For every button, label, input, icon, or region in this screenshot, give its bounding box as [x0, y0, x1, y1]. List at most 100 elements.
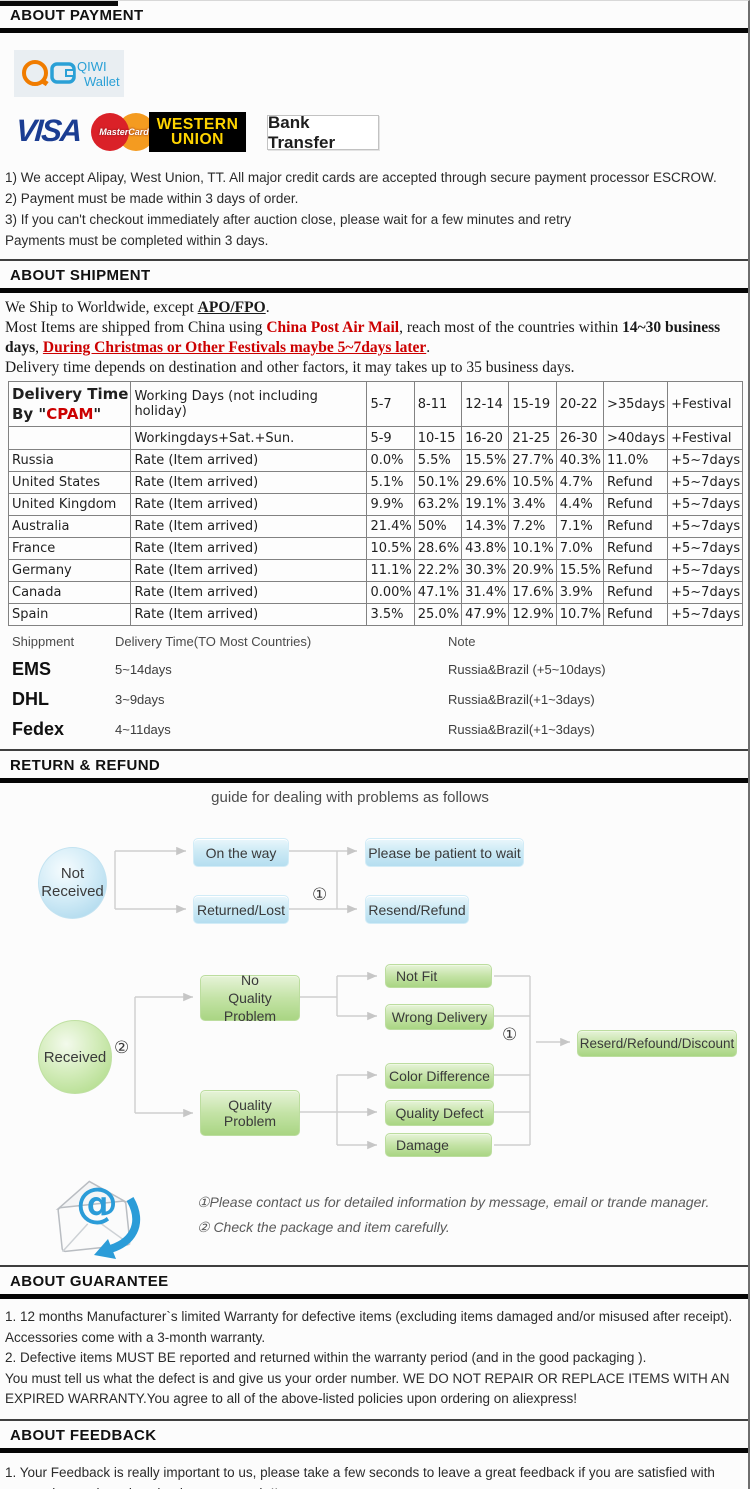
method-name: DHL: [12, 689, 49, 709]
cell: 17.6%: [508, 581, 557, 604]
payment-term-line: 3) If you can't checkout immediately aft…: [5, 212, 572, 227]
shipment-line-1: We Ship to Worldwide, except APO/FPO.: [5, 299, 270, 316]
cell: 5.1%: [366, 471, 415, 494]
method-row: EMS 5~14days Russia&Brazil (+5~10days): [12, 659, 748, 680]
col-header: +Festival: [667, 426, 744, 450]
col-header: >40days: [602, 426, 669, 450]
table-row: Australia Rate (Item arrived) 21.4% 50% …: [7, 515, 744, 538]
payment-term-line: Payments must be completed within 3 days…: [5, 233, 269, 248]
cell: Refund: [602, 603, 669, 626]
card-logos-row: VISA MasterCard WESTERN UNION Bank Trans…: [14, 111, 734, 155]
cell: 31.4%: [461, 581, 510, 604]
qiwi-text-1: QIWI: [77, 59, 107, 74]
shipment-line-3: days, During Christmas or Other Festival…: [5, 339, 431, 356]
method-note: Russia&Brazil(+1~3days): [448, 692, 595, 707]
node-resend-refund: Resend/Refund: [365, 895, 469, 924]
table-row: United States Rate (Item arrived) 5.1% 5…: [7, 471, 744, 494]
node-quality-problem: Quality Problem: [200, 1090, 300, 1136]
cell: +5~7days: [667, 515, 744, 538]
section-bar: [0, 778, 748, 783]
section-bar: [0, 288, 748, 293]
cell: 3.4%: [508, 493, 557, 516]
cell: 43.8%: [461, 537, 510, 560]
method-name: Fedex: [12, 719, 65, 739]
cell: 7.1%: [555, 515, 605, 538]
cell: 9.9%: [366, 493, 415, 516]
cell: 22.2%: [413, 559, 463, 582]
cell: Rate (Item arrived): [130, 603, 368, 626]
col-header: 21-25: [508, 426, 557, 450]
method-name: EMS: [12, 659, 52, 679]
cell: 7.2%: [508, 515, 557, 538]
circled-two: ②: [114, 1038, 130, 1057]
flowchart-connectors: [114, 846, 570, 1150]
section-bar: [0, 1447, 748, 1453]
cell: 3.9%: [555, 581, 605, 604]
qiwi-wallet-logo: QIWI Wallet: [14, 50, 124, 97]
node-resend-refound-discount: Reserd/Refound/Discount: [577, 1030, 737, 1057]
wu-line2: UNION: [171, 131, 224, 148]
cell: 15.5%: [555, 559, 605, 582]
cell: Refund: [602, 471, 669, 494]
cell: Rate (Item arrived): [130, 449, 368, 472]
col-header: +Festival: [667, 381, 744, 427]
cell: +5~7days: [667, 603, 744, 626]
note-2: ② Check the package and item carefully.: [197, 1219, 450, 1235]
cell: 15.5%: [461, 449, 510, 472]
return-refund-flowchart: guide for dealing with problems as follo…: [0, 783, 748, 1265]
node-quality-defect: Quality Defect: [385, 1100, 494, 1126]
cell: 27.7%: [508, 449, 557, 472]
section-title-guarantee: ABOUT GUARANTEE: [10, 1273, 169, 1290]
method-row: DHL 3~9days Russia&Brazil(+1~3days): [12, 689, 748, 710]
cell: +5~7days: [667, 449, 744, 472]
shipping-methods: Shippment Delivery Time(TO Most Countrie…: [0, 626, 748, 740]
cell: 40.3%: [555, 449, 605, 472]
col-header: 5-7: [366, 381, 415, 427]
cell: Refund: [602, 493, 669, 516]
flowchart-title: guide for dealing with problems as follo…: [211, 789, 489, 806]
bank-transfer-badge: Bank Transfer: [267, 113, 379, 152]
col-header: 8-11: [413, 381, 463, 427]
cell: 19.1%: [461, 493, 510, 516]
section-title-return: RETURN & REFUND: [10, 757, 161, 774]
delivery-time-table: Delivery Time By "CPAM" Working Days (no…: [7, 381, 744, 626]
wu-line1: WESTERN: [156, 116, 239, 133]
cell-country: United States: [7, 471, 132, 494]
cell: 14.3%: [461, 515, 510, 538]
cell: Refund: [602, 515, 669, 538]
cell: Refund: [602, 581, 669, 604]
circled-one-green: ①: [502, 1025, 518, 1044]
cell: +5~7days: [667, 493, 744, 516]
node-wrong-delivery: Wrong Delivery: [385, 1004, 494, 1030]
cell: 28.6%: [413, 537, 463, 560]
table-head-row-1: Delivery Time By "CPAM" Working Days (no…: [7, 381, 744, 427]
mastercard-logo: MasterCard: [91, 111, 157, 153]
cell: Rate (Item arrived): [130, 537, 368, 560]
feedback-text: 1. Your Feedback is really important to …: [0, 1453, 748, 1489]
cell: 7.0%: [555, 537, 605, 560]
section-header-guarantee: ABOUT GUARANTEE: [0, 1265, 748, 1299]
visa-logo: VISA: [14, 113, 82, 148]
methods-col-header: Delivery Time(TO Most Countries): [115, 634, 312, 649]
methods-header-row: Shippment Delivery Time(TO Most Countrie…: [12, 634, 748, 649]
section-header-shipment: ABOUT SHIPMENT: [0, 259, 748, 293]
qiwi-wallet-icon: QIWI Wallet: [22, 59, 120, 89]
cell-country: Germany: [7, 559, 132, 582]
col-header: 12-14: [461, 381, 510, 427]
cell: 63.2%: [413, 493, 463, 516]
col-header: Workingdays+Sat.+Sun.: [130, 426, 368, 450]
cell: 50.1%: [413, 471, 463, 494]
node-on-the-way: On the way: [193, 838, 289, 867]
cell: 47.9%: [461, 603, 510, 626]
payment-term-line: 2) Payment must be made within 3 days of…: [5, 191, 299, 206]
guarantee-line: 1. 12 months Manufacturer`s limited Warr…: [5, 1309, 733, 1324]
col-header: >35days: [602, 381, 669, 427]
guarantee-line: EXPIRED WARRANTY.You agree to all of the…: [5, 1391, 578, 1406]
cell: 47.1%: [413, 581, 463, 604]
cell: Rate (Item arrived): [130, 493, 368, 516]
feedback-line: our product and service, thank you so mu…: [5, 1483, 742, 1489]
section-title-feedback: ABOUT FEEDBACK: [10, 1426, 157, 1444]
cell: 10.5%: [508, 471, 557, 494]
col-header: 16-20: [461, 426, 510, 450]
cell: 3.5%: [366, 603, 415, 626]
